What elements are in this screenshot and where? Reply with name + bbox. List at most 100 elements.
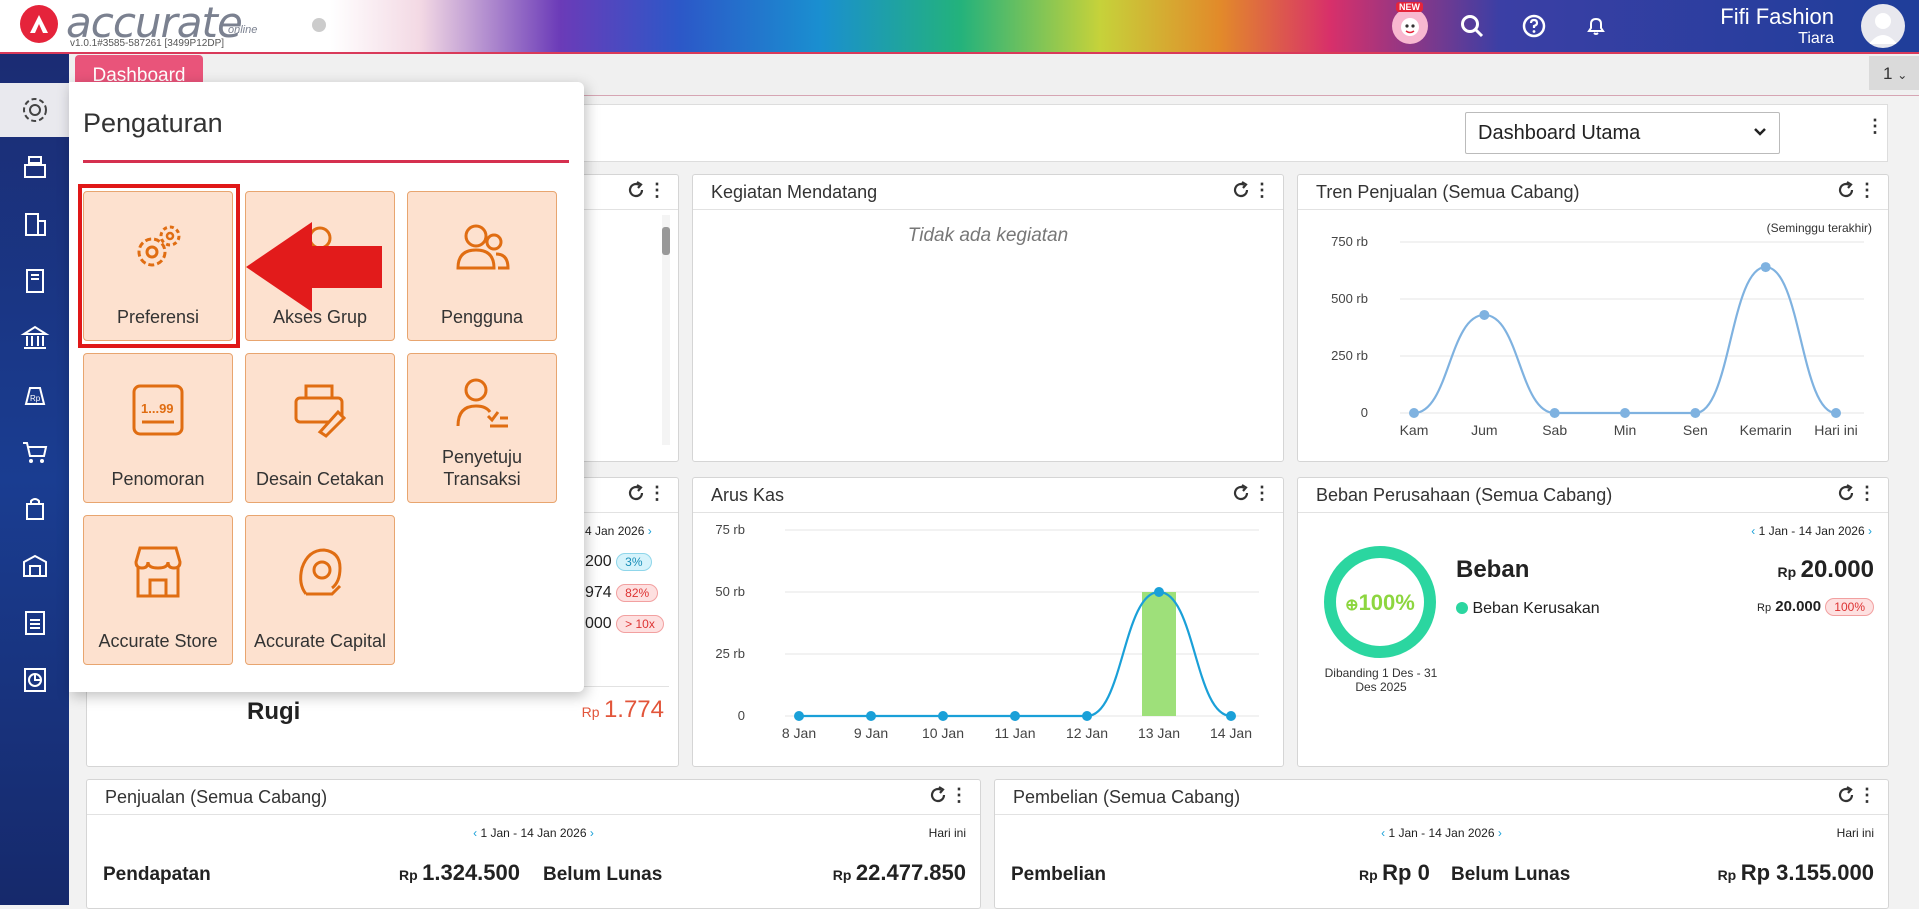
settings-menu: Pengaturan Preferensi Akses Grup Penggun… — [69, 82, 584, 692]
sidebar-item-bank[interactable] — [0, 311, 69, 365]
panel-menu-icon[interactable]: ⋮ — [1858, 483, 1876, 503]
sidebar-item-sales[interactable] — [0, 482, 69, 536]
panel-title: Penjualan (Semua Cabang) — [105, 787, 328, 807]
panel-menu-icon[interactable]: ⋮ — [950, 785, 968, 805]
profit-label: Rugi — [247, 698, 301, 725]
avatar[interactable] — [1861, 4, 1905, 48]
data-point — [1760, 262, 1771, 273]
sidebar-item-ledger[interactable] — [0, 254, 69, 308]
approver-icon — [408, 376, 556, 432]
data-point — [1479, 309, 1490, 320]
panel-tren-penjualan: Tren Penjualan (Semua Cabang) ⋮ (Semingg… — [1297, 174, 1889, 462]
date-range[interactable]: ‹ 1 Jan - 14 Jan 2026 › — [473, 826, 594, 840]
panel-beban: Beban Perusahaan (Semua Cabang) ⋮ ‹ 1 Ja… — [1297, 477, 1889, 767]
tile-desain-cetakan[interactable]: Desain Cetakan — [245, 353, 395, 503]
sidebar-item-payment[interactable]: Rp — [0, 368, 69, 422]
belum-lunas-value: Rp Rp 3.155.000 — [1717, 860, 1874, 885]
pembelian-label: Pembelian — [1011, 864, 1107, 885]
tab-count-dropdown[interactable]: 1 ⌄ — [1869, 56, 1919, 90]
print-design-icon — [246, 382, 394, 438]
panel-menu-icon[interactable]: ⋮ — [1253, 483, 1271, 503]
tile-penomoran[interactable]: 1...99 Penomoran — [83, 353, 233, 503]
panel-menu-icon[interactable]: ⋮ — [648, 180, 666, 200]
tile-label: Desain Cetakan — [255, 469, 385, 489]
shopping-bag-icon — [25, 498, 44, 520]
company-info[interactable]: Fifi Fashion Tiara — [1720, 4, 1834, 48]
help-icon[interactable] — [1516, 8, 1552, 44]
data-point — [1690, 408, 1701, 418]
accurate-logo[interactable] — [20, 5, 58, 43]
x-tick-label: Kam — [1400, 422, 1429, 438]
tile-penyetuju-transaksi[interactable]: Penyetuju Transaksi — [407, 353, 557, 503]
y-tick-label: 250 rb — [1331, 348, 1368, 363]
date-range[interactable]: ‹ 1 Jan - 14 Jan 2026 › — [1751, 524, 1872, 538]
sidebar: Rp — [0, 54, 69, 905]
date-range[interactable]: ‹ 1 Jan - 14 Jan 2026 › — [1381, 826, 1502, 840]
gear-icon — [22, 98, 47, 122]
scrollbar[interactable] — [662, 215, 670, 445]
panel-menu-icon[interactable]: ⋮ — [1253, 180, 1271, 200]
x-tick-label: Hari ini — [1814, 422, 1858, 438]
dashboard-select[interactable]: Dashboard Utama — [1465, 112, 1780, 154]
beban-total: Rp 20.000 — [1777, 556, 1874, 583]
data-point — [794, 711, 804, 721]
bar — [1142, 592, 1176, 716]
refresh-icon[interactable] — [928, 785, 948, 810]
sidebar-item-reports[interactable] — [0, 653, 69, 707]
sidebar-item-tax[interactable] — [0, 596, 69, 650]
tile-label: Penomoran — [111, 469, 205, 489]
refresh-icon[interactable] — [1836, 785, 1856, 810]
sidebar-item-purchase[interactable] — [0, 425, 69, 479]
refresh-icon[interactable] — [626, 483, 646, 508]
dashboard-menu-icon[interactable]: ⋮ — [1866, 116, 1884, 136]
tile-preferensi[interactable]: Preferensi — [83, 191, 233, 341]
sidebar-item-settings[interactable] — [0, 83, 69, 137]
refresh-icon[interactable] — [1836, 483, 1856, 508]
refresh-icon[interactable] — [1836, 180, 1856, 205]
new-feature-icon[interactable] — [1392, 8, 1428, 44]
x-tick-label: 12 Jan — [1066, 725, 1108, 741]
y-tick-label: 500 rb — [1331, 291, 1368, 306]
data-point — [1010, 711, 1020, 721]
notification-bell-icon[interactable] — [1578, 8, 1614, 44]
logo-text: accurate — [66, 0, 243, 47]
tile-label: Penyetuju Transaksi — [441, 447, 523, 489]
refresh-icon[interactable] — [1231, 180, 1251, 205]
settings-title: Pengaturan — [83, 108, 223, 138]
sidebar-item-pos[interactable] — [0, 140, 69, 194]
data-point — [1154, 587, 1164, 597]
tile-label: Accurate Store — [98, 631, 218, 651]
panel-arus-kas: Arus Kas ⋮ 0 25 rb 50 rb 75 rb 8 Jan 9 Jan 10 … — [692, 477, 1284, 767]
refresh-icon[interactable] — [626, 180, 646, 205]
x-tick-label: Min — [1614, 422, 1637, 438]
panel-penjualan: Penjualan (Semua Cabang) ⋮ ‹ 1 Jan - 14 … — [86, 779, 981, 909]
svg-text:Rp: Rp — [30, 394, 41, 403]
users-icon — [408, 220, 556, 276]
refresh-icon[interactable] — [1231, 483, 1251, 508]
panel-title: Arus Kas — [711, 485, 785, 505]
belum-lunas-label: Belum Lunas — [1451, 864, 1571, 885]
panel-menu-icon[interactable]: ⋮ — [648, 483, 666, 503]
arus-kas-chart: 0 25 rb 50 rb 75 rb 8 Jan 9 Jan 10 Jan 11 Jan 12… — [715, 522, 1259, 741]
tax-icon — [24, 611, 45, 635]
sidebar-item-company[interactable] — [0, 197, 69, 251]
y-tick-label: 75 rb — [715, 522, 745, 537]
belum-lunas-label: Belum Lunas — [543, 864, 663, 885]
x-tick-label: 10 Jan — [922, 725, 964, 741]
tile-accurate-capital[interactable]: Accurate Capital — [245, 515, 395, 665]
company-name: Fifi Fashion — [1720, 4, 1834, 29]
y-tick-label: 25 rb — [715, 646, 745, 661]
money-bag-icon: Rp — [24, 387, 45, 405]
tile-label: Akses Grup — [272, 307, 368, 327]
panel-menu-icon[interactable]: ⋮ — [1858, 785, 1876, 805]
panel-pembelian: Pembelian (Semua Cabang) ⋮ ‹ 1 Jan - 14 … — [994, 779, 1889, 909]
new-badge: NEW — [1396, 2, 1423, 12]
panel-menu-icon[interactable]: ⋮ — [1858, 180, 1876, 200]
tile-accurate-store[interactable]: Accurate Store — [83, 515, 233, 665]
pendapatan-label: Pendapatan — [103, 864, 211, 885]
sidebar-item-inventory[interactable] — [0, 539, 69, 593]
user-name: Tiara — [1798, 30, 1834, 47]
tile-label: Pengguna — [440, 307, 524, 327]
tile-pengguna[interactable]: Pengguna — [407, 191, 557, 341]
search-icon[interactable] — [1454, 8, 1490, 44]
